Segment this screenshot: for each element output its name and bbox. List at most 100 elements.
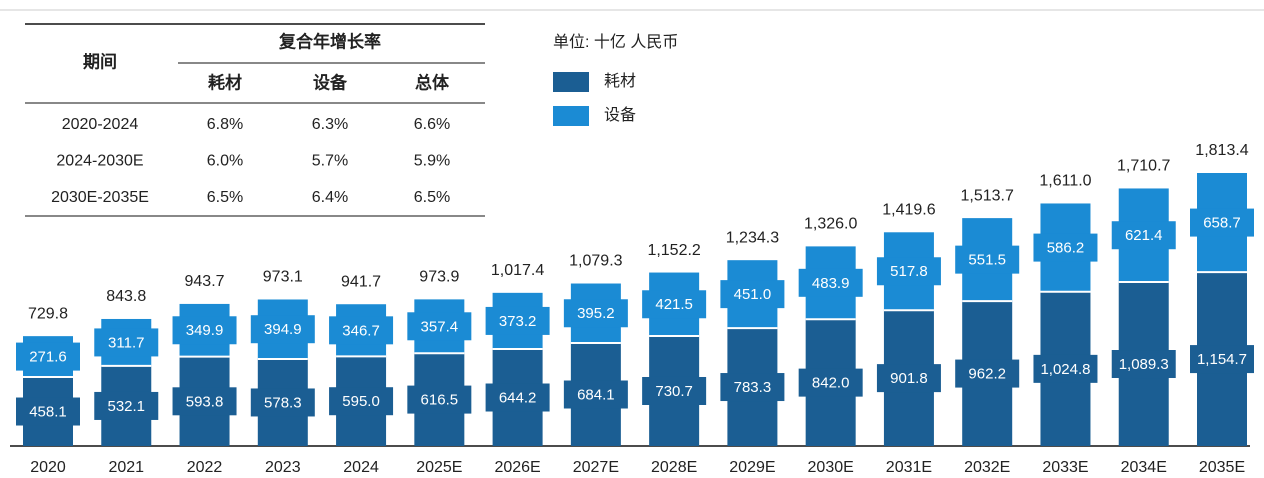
total-label: 1,419.6: [882, 202, 935, 219]
label-bg: [172, 316, 237, 345]
total-label: 1,234.3: [726, 229, 779, 246]
data-label: 311.7: [108, 334, 144, 351]
data-label: 684.1: [577, 386, 615, 403]
label-bg: [563, 380, 628, 409]
label-bg: [720, 280, 785, 309]
legend-swatch: [553, 72, 589, 92]
label-bg: [250, 388, 315, 417]
label-bg: [1190, 208, 1254, 237]
table-header: 复合年增长率: [278, 31, 381, 51]
legend-label: 设备: [604, 106, 636, 124]
data-label: 483.9: [812, 275, 850, 292]
x-tick-label: 2025E: [416, 459, 462, 476]
label-bg: [407, 385, 472, 414]
x-tick-label: 2035E: [1199, 459, 1245, 476]
table-cell: 2020-2024: [62, 116, 139, 133]
table-cell: 6.4%: [312, 189, 348, 206]
data-label: 901.8: [890, 370, 928, 387]
data-label: 621.4: [1125, 227, 1163, 244]
data-label: 451.0: [734, 286, 772, 303]
data-label: 962.2: [968, 366, 1006, 383]
total-label: 943.7: [185, 273, 225, 290]
x-tick-label: 2033E: [1042, 459, 1088, 476]
table-cell: 6.8%: [207, 116, 243, 133]
table-cell: 2030E-2035E: [51, 189, 149, 206]
label-bg: [955, 245, 1020, 274]
label-bg: [720, 373, 785, 402]
x-tick-label: 2022: [187, 459, 223, 476]
table-cell: 6.5%: [207, 189, 243, 206]
x-tick-label: 2028E: [651, 459, 697, 476]
total-label: 1,710.7: [1117, 158, 1170, 175]
data-label: 1,024.8: [1040, 361, 1090, 378]
label-bg: [485, 383, 550, 412]
total-label: 843.8: [106, 288, 146, 305]
data-label: 551.5: [968, 252, 1006, 269]
total-label: 1,017.4: [491, 262, 544, 279]
label-bg: [642, 290, 707, 319]
label-bg: [16, 342, 80, 371]
table-cell: 6.5%: [414, 189, 450, 206]
data-label: 578.3: [264, 394, 302, 411]
x-tick-label: 2031E: [886, 459, 932, 476]
label-bg: [642, 376, 707, 405]
label-bg: [329, 316, 394, 345]
label-bg: [798, 268, 863, 297]
table-cell: 5.7%: [312, 153, 348, 170]
x-tick-label: 2034E: [1121, 459, 1167, 476]
data-label: 349.9: [186, 322, 224, 339]
label-bg: [876, 364, 941, 393]
data-label: 357.4: [421, 318, 459, 335]
total-label: 1,326.0: [804, 216, 857, 233]
cagr-table: 期间 复合年增长率 耗材 设备 总体: [25, 23, 485, 217]
total-label: 1,813.4: [1195, 142, 1248, 159]
total-label: 1,079.3: [569, 253, 622, 270]
label-bg: [1190, 345, 1254, 374]
label-bg: [798, 368, 863, 397]
label-bg: [407, 312, 472, 341]
data-label: 730.7: [655, 383, 693, 400]
table-header: 期间: [83, 51, 117, 71]
table-header: 设备: [313, 72, 348, 92]
data-label: 395.2: [577, 305, 615, 322]
data-label: 783.3: [734, 379, 772, 396]
label-bg: [1111, 221, 1176, 250]
total-label: 973.9: [419, 269, 459, 286]
label-bg: [1033, 233, 1098, 262]
label-bg: [1111, 350, 1176, 379]
data-label: 616.5: [421, 392, 459, 409]
data-label: 658.7: [1203, 215, 1241, 232]
data-label: 593.8: [186, 393, 224, 410]
table-cell: 6.3%: [312, 116, 348, 133]
data-label: 842.0: [812, 375, 850, 392]
label-bg: [94, 391, 159, 420]
label-bg: [94, 328, 159, 357]
total-label: 1,611.0: [1039, 173, 1091, 190]
x-tick-label: 2027E: [573, 459, 619, 476]
label-bg: [16, 397, 80, 426]
x-tick-label: 2023: [265, 459, 301, 476]
data-label: 595.0: [342, 393, 380, 410]
table-cell: 6.6%: [414, 116, 450, 133]
label-bg: [1033, 354, 1098, 383]
label-bg: [250, 315, 315, 344]
label-bg: [329, 387, 394, 416]
data-label: 517.8: [890, 263, 928, 280]
data-label: 586.2: [1047, 240, 1085, 257]
label-bg: [172, 387, 237, 416]
data-label: 271.6: [29, 349, 67, 366]
data-label: 394.9: [264, 321, 302, 338]
label-bg: [485, 306, 550, 335]
table-cell: 5.9%: [414, 153, 450, 170]
x-tick-label: 2024: [343, 459, 379, 476]
x-tick-label: 2029E: [729, 459, 775, 476]
unit-label: 单位: 十亿 人民币: [553, 33, 678, 51]
label-bg: [876, 257, 941, 286]
table-header: 耗材: [208, 72, 242, 92]
x-tick-label: 2026E: [494, 459, 540, 476]
data-label: 458.1: [29, 403, 67, 420]
x-tick-label: 2030E: [808, 459, 854, 476]
table-header: 总体: [415, 72, 450, 92]
data-label: 421.5: [655, 296, 693, 313]
